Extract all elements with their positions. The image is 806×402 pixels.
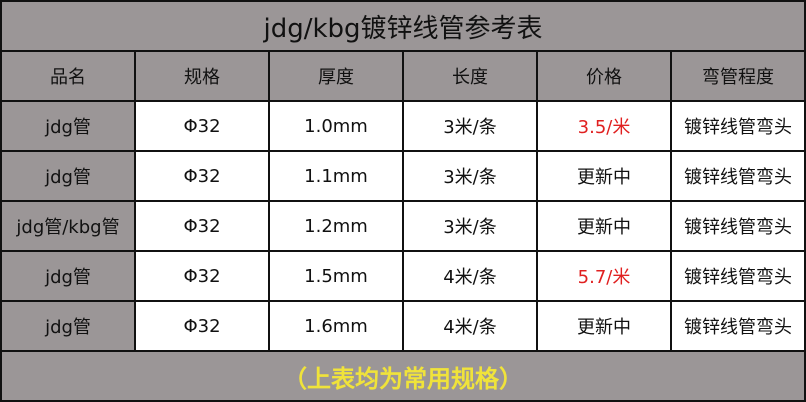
cell-spec: Φ32	[134, 200, 270, 252]
cell-thickness: 1.2mm	[268, 200, 404, 252]
cell-bend: 镀锌线管弯头	[670, 150, 806, 202]
cell-spec: Φ32	[134, 300, 270, 352]
header-thickness: 厚度	[268, 50, 404, 102]
header-length: 长度	[402, 50, 538, 102]
cell-bend: 镀锌线管弯头	[670, 100, 806, 152]
cell-length: 3米/条	[402, 150, 538, 202]
header-spec: 规格	[134, 50, 270, 102]
cell-name: jdg管	[0, 250, 136, 302]
cell-spec: Φ32	[134, 150, 270, 202]
cell-bend: 镀锌线管弯头	[670, 250, 806, 302]
table-row: jdg管 Φ32 1.0mm 3米/条 3.5/米 镀锌线管弯头	[0, 100, 806, 152]
cell-length: 3米/条	[402, 200, 538, 252]
cell-name: jdg管	[0, 150, 136, 202]
cell-price: 3.5/米	[536, 100, 672, 152]
cell-price: 5.7/米	[536, 250, 672, 302]
cell-name: jdg管	[0, 100, 136, 152]
cell-thickness: 1.5mm	[268, 250, 404, 302]
header-row: 品名 规格 厚度 长度 价格 弯管程度	[0, 50, 806, 102]
cell-bend: 镀锌线管弯头	[670, 300, 806, 352]
table-row: jdg管/kbg管 Φ32 1.2mm 3米/条 更新中 镀锌线管弯头	[0, 200, 806, 252]
cell-name: jdg管	[0, 300, 136, 352]
cell-length: 4米/条	[402, 300, 538, 352]
header-price: 价格	[536, 50, 672, 102]
cell-spec: Φ32	[134, 100, 270, 152]
cell-thickness: 1.1mm	[268, 150, 404, 202]
header-bend: 弯管程度	[670, 50, 806, 102]
cell-thickness: 1.6mm	[268, 300, 404, 352]
table-row: jdg管 Φ32 1.5mm 4米/条 5.7/米 镀锌线管弯头	[0, 250, 806, 302]
cell-price: 更新中	[536, 150, 672, 202]
header-name: 品名	[0, 50, 136, 102]
table-row: jdg管 Φ32 1.6mm 4米/条 更新中 镀锌线管弯头	[0, 300, 806, 352]
cell-name: jdg管/kbg管	[0, 200, 136, 252]
cell-length: 4米/条	[402, 250, 538, 302]
table-title: jdg/kbg镀锌线管参考表	[0, 0, 806, 52]
cell-thickness: 1.0mm	[268, 100, 404, 152]
cell-length: 3米/条	[402, 100, 538, 152]
cell-price: 更新中	[536, 300, 672, 352]
cell-price: 更新中	[536, 200, 672, 252]
footer-row: （上表均为常用规格）	[0, 350, 806, 402]
footer-note: （上表均为常用规格）	[0, 350, 806, 402]
cell-spec: Φ32	[134, 250, 270, 302]
table-row: jdg管 Φ32 1.1mm 3米/条 更新中 镀锌线管弯头	[0, 150, 806, 202]
cell-bend: 镀锌线管弯头	[670, 200, 806, 252]
title-row: jdg/kbg镀锌线管参考表	[0, 0, 806, 52]
